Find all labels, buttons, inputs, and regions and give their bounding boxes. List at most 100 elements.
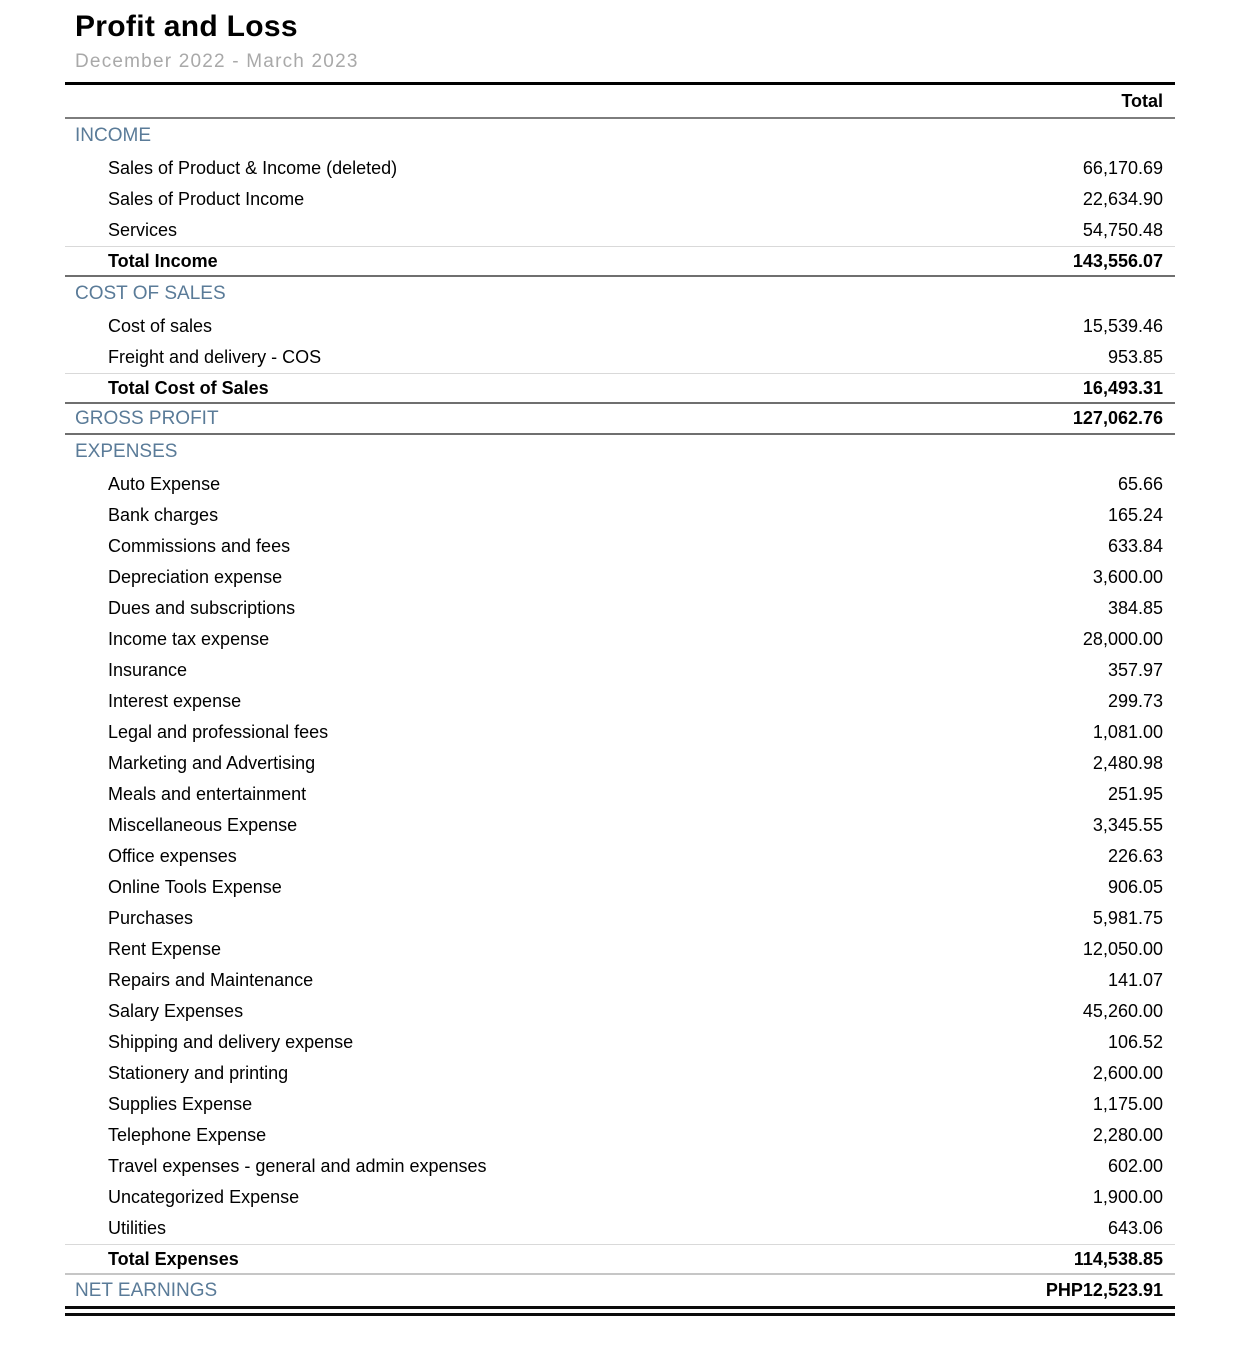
row-label: Income tax expense (108, 629, 270, 649)
account-row: Commissions and fees 633.84 (65, 531, 1175, 562)
report-title: Profit and Loss (75, 10, 298, 43)
row-label: Online Tools Expense (108, 877, 282, 897)
row-value: PHP12,523.91 (1045, 1280, 1163, 1300)
row-label: Stationery and printing (108, 1063, 289, 1083)
report-period: December 2022 - March 2023 (75, 51, 359, 72)
row-label: Freight and delivery - COS (108, 347, 322, 367)
gross-profit-row: GROSS PROFIT 127,062.76 (65, 404, 1175, 435)
row-label: NET EARNINGS (75, 1279, 218, 1301)
account-row: Insurance 357.97 (65, 655, 1175, 686)
row-label: Depreciation expense (108, 567, 283, 587)
account-row: Miscellaneous Expense 3,345.55 (65, 810, 1175, 841)
account-row: Repairs and Maintenance 141.07 (65, 965, 1175, 996)
account-row: Travel expenses - general and admin expe… (65, 1151, 1175, 1182)
row-value: 15,539.46 (1082, 316, 1163, 336)
account-row: Freight and delivery - COS 953.85 (65, 342, 1175, 373)
row-label: Dues and subscriptions (108, 598, 296, 618)
row-value: 114,538.85 (1073, 1248, 1163, 1269)
report-table: Total INCOME Sales of Product & Income (d… (65, 85, 1175, 1316)
account-row: Shipping and delivery expense 106.52 (65, 1027, 1175, 1058)
account-row: Rent Expense 12,050.00 (65, 934, 1175, 965)
row-label: Commissions and fees (108, 536, 291, 556)
row-value: 226.63 (1107, 846, 1163, 866)
account-row: Cost of sales 15,539.46 (65, 311, 1175, 342)
account-row: Depreciation expense 3,600.00 (65, 562, 1175, 593)
account-row: Supplies Expense 1,175.00 (65, 1089, 1175, 1120)
row-label: Bank charges (108, 505, 219, 525)
section-header-row: EXPENSES (65, 435, 1175, 469)
account-row: Bank charges 165.24 (65, 500, 1175, 531)
row-label: Utilities (108, 1218, 167, 1238)
report-rows: INCOME Sales of Product & Income (deleted… (65, 119, 1175, 1306)
account-row: Purchases 5,981.75 (65, 903, 1175, 934)
row-value: 251.95 (1107, 784, 1163, 804)
row-label: Services (108, 220, 178, 240)
row-label: Marketing and Advertising (108, 753, 316, 773)
row-value: 127,062.76 (1072, 408, 1163, 428)
row-label: Interest expense (108, 691, 242, 711)
account-row: Utilities 643.06 (65, 1213, 1175, 1244)
account-row: Dues and subscriptions 384.85 (65, 593, 1175, 624)
account-row: Salary Expenses 45,260.00 (65, 996, 1175, 1027)
row-value: 3,345.55 (1092, 815, 1163, 835)
row-label: Meals and entertainment (108, 784, 307, 804)
report-bottom-double-rule (65, 1306, 1175, 1316)
row-label: Miscellaneous Expense (108, 815, 298, 835)
section-header-row: INCOME (65, 119, 1175, 153)
account-row: Legal and professional fees 1,081.00 (65, 717, 1175, 748)
row-value: 45,260.00 (1082, 1001, 1163, 1021)
total-row: Total Income 143,556.07 (65, 246, 1175, 277)
row-value: 384.85 (1107, 598, 1163, 618)
row-value: 953.85 (1107, 347, 1163, 367)
account-row: Auto Expense 65.66 (65, 469, 1175, 500)
account-row: Stationery and printing 2,600.00 (65, 1058, 1175, 1089)
row-value: 66,170.69 (1082, 158, 1163, 178)
row-label: Shipping and delivery expense (108, 1032, 354, 1052)
row-label: Telephone Expense (108, 1125, 267, 1145)
account-row: Sales of Product & Income (deleted) 66,17… (65, 153, 1175, 184)
row-label: Sales of Product & Income (deleted) (108, 158, 398, 178)
row-value: 1,175.00 (1092, 1094, 1163, 1114)
row-value: 106.52 (1107, 1032, 1163, 1052)
row-label: Cost of sales (108, 316, 213, 336)
section-header-row: COST OF SALES (65, 277, 1175, 311)
row-label: Purchases (108, 908, 194, 928)
row-value: 357.97 (1107, 660, 1163, 680)
row-label: Auto Expense (108, 474, 221, 494)
row-label: Supplies Expense (108, 1094, 253, 1114)
row-label: Uncategorized Expense (108, 1187, 300, 1207)
row-value: 141.07 (1107, 970, 1163, 990)
row-label: Rent Expense (108, 939, 222, 959)
row-value: 54,750.48 (1082, 220, 1163, 240)
row-label: Travel expenses - general and admin expe… (108, 1156, 487, 1176)
total-column-header: Total (1121, 90, 1163, 111)
column-header-row: Total (65, 85, 1175, 119)
row-label: Sales of Product Income (108, 189, 305, 209)
row-value: 299.73 (1107, 691, 1163, 711)
net-earnings-row: NET EARNINGS PHP12,523.91 (65, 1275, 1175, 1306)
row-value: 2,480.98 (1092, 753, 1163, 773)
row-label: Legal and professional fees (108, 722, 329, 742)
header-divider (65, 82, 1175, 85)
row-value: 602.00 (1107, 1156, 1163, 1176)
account-row: Marketing and Advertising 2,480.98 (65, 748, 1175, 779)
row-label: Insurance (108, 660, 188, 680)
account-row: Interest expense 299.73 (65, 686, 1175, 717)
row-value: 2,280.00 (1092, 1125, 1163, 1145)
account-row: Income tax expense 28,000.00 (65, 624, 1175, 655)
account-row: Meals and entertainment 251.95 (65, 779, 1175, 810)
row-value: 65.66 (1117, 474, 1163, 494)
row-label: INCOME (75, 125, 151, 146)
row-value: 3,600.00 (1092, 567, 1163, 587)
row-value: 12,050.00 (1082, 939, 1163, 959)
total-row: Total Expenses 114,538.85 (65, 1244, 1175, 1275)
row-label: EXPENSES (75, 441, 178, 462)
row-value: 165.24 (1107, 505, 1163, 525)
row-value: 22,634.90 (1082, 189, 1163, 209)
row-label: GROSS PROFIT (75, 407, 219, 429)
account-row: Telephone Expense 2,280.00 (65, 1120, 1175, 1151)
row-value: 2,600.00 (1092, 1063, 1163, 1083)
account-row: Office expenses 226.63 (65, 841, 1175, 872)
row-label: Salary Expenses (108, 1001, 244, 1021)
report-header: Profit and Loss December 2022 - March 20… (65, 8, 1175, 73)
